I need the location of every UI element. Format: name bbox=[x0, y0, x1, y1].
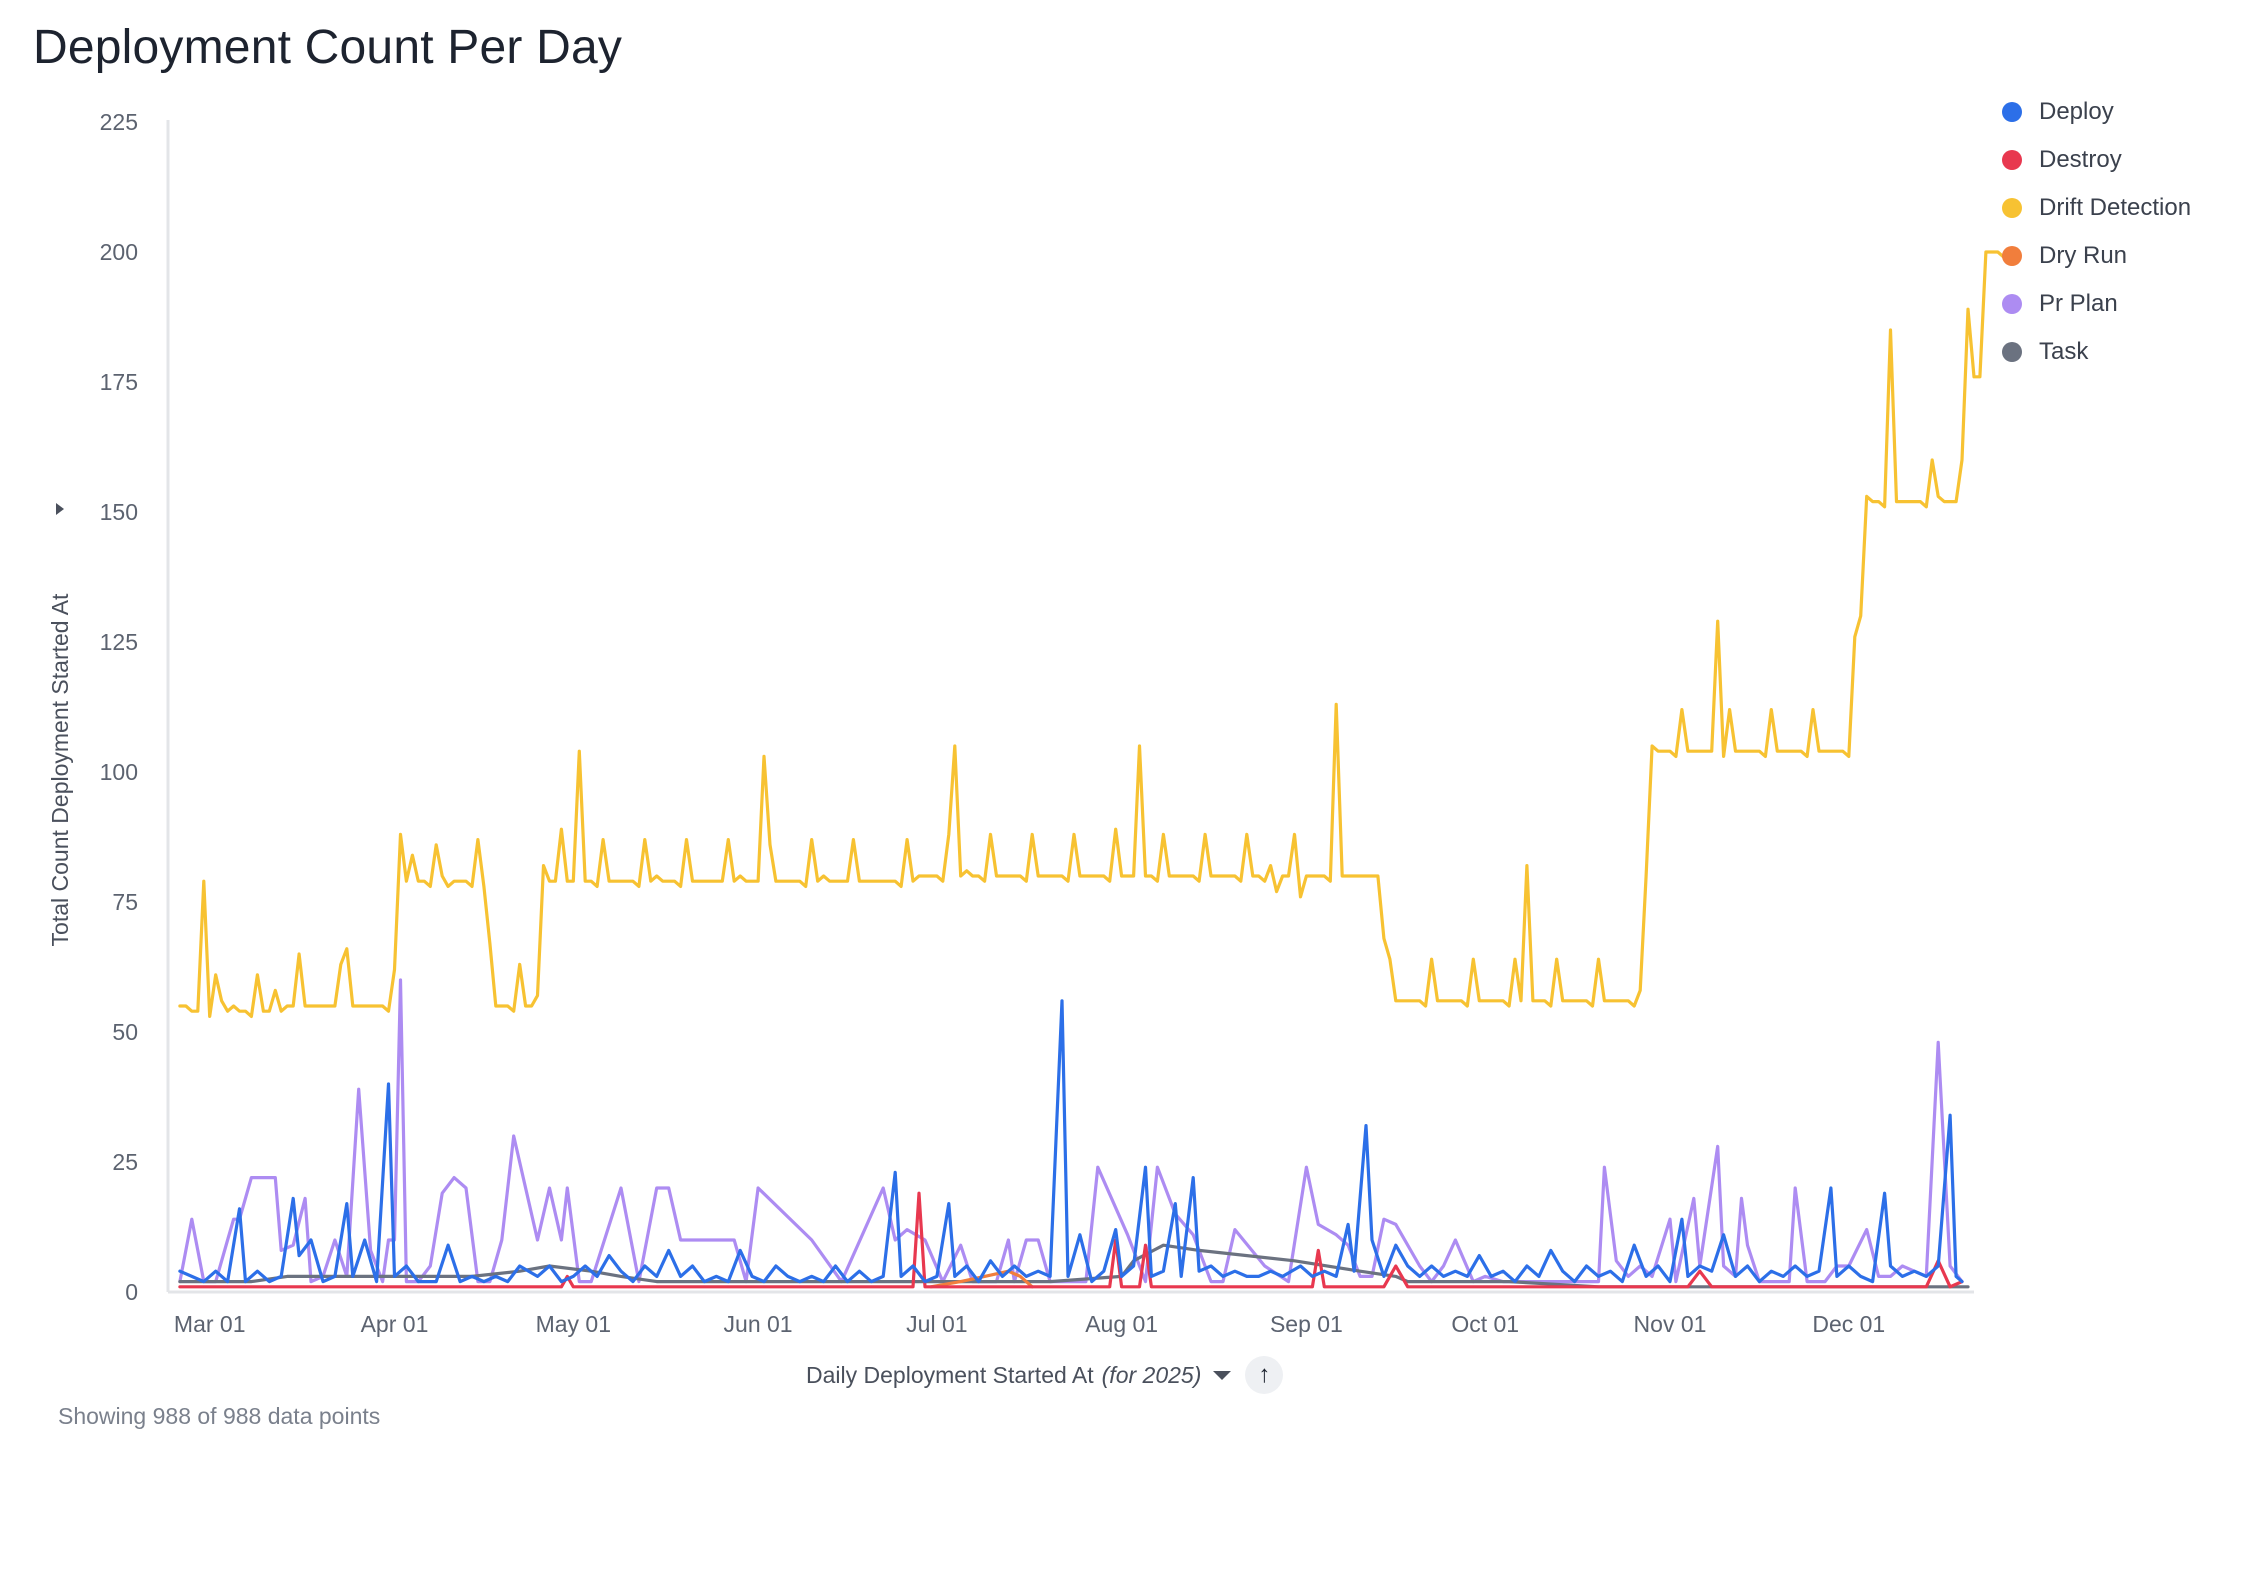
x-tick-label: Oct 01 bbox=[1451, 1311, 1519, 1337]
legend: Deploy Destroy Drift Detection Dry Run Pr Pl… bbox=[2002, 94, 2191, 369]
y-tick-label: 200 bbox=[100, 239, 138, 265]
series-line-destroy[interactable] bbox=[178, 1191, 1964, 1289]
y-tick-label: 125 bbox=[100, 629, 138, 655]
x-tick-label: May 01 bbox=[536, 1311, 611, 1337]
x-tick-label: Nov 01 bbox=[1634, 1311, 1707, 1337]
x-axis-title-label: Daily Deployment Started At bbox=[806, 1361, 1094, 1388]
sort-arrow-up-icon[interactable]: ↑ bbox=[1245, 1356, 1284, 1394]
legend-label: Dry Run bbox=[2039, 241, 2128, 269]
legend-label: Drift Detection bbox=[2039, 193, 2192, 221]
x-axis-title: Daily Deployment Started At (for 2025) ↑ bbox=[806, 1355, 1284, 1395]
x-tick-label: Aug 01 bbox=[1085, 1311, 1158, 1337]
y-tick-label: 0 bbox=[125, 1279, 138, 1305]
x-tick-label: Jul 01 bbox=[906, 1311, 967, 1337]
legend-item-deploy[interactable]: Deploy bbox=[2002, 94, 2191, 129]
legend-dot-icon bbox=[2002, 293, 2022, 314]
legend-label: Task bbox=[2039, 337, 2089, 365]
x-tick-label: Jun 01 bbox=[724, 1311, 793, 1337]
series-lines bbox=[178, 250, 2006, 1289]
x-tick-label: Mar 01 bbox=[174, 1311, 246, 1337]
y-tick-label: 75 bbox=[112, 889, 138, 915]
legend-label: Deploy bbox=[2039, 97, 2114, 125]
y-tick-label: 100 bbox=[100, 759, 138, 785]
x-axis-dropdown-caret[interactable] bbox=[1213, 1370, 1232, 1380]
x-axis-ticks: Mar 01 Apr 01 May 01 Jun 01 Jul 01 Aug 01 Sep … bbox=[174, 1311, 1885, 1337]
y-tick-label: 150 bbox=[100, 499, 138, 525]
legend-item-destroy[interactable]: Destroy bbox=[2002, 142, 2191, 177]
legend-item-dry-run[interactable]: Dry Run bbox=[2002, 238, 2191, 273]
legend-dot-icon bbox=[2002, 245, 2022, 266]
x-tick-label: Dec 01 bbox=[1812, 1311, 1885, 1337]
x-tick-label: Sep 01 bbox=[1270, 1311, 1343, 1337]
legend-item-pr-plan[interactable]: Pr Plan bbox=[2002, 286, 2191, 321]
x-tick-label: Apr 01 bbox=[361, 1311, 429, 1337]
legend-item-drift-detection[interactable]: Drift Detection bbox=[2002, 190, 2191, 225]
y-axis-ticks: 0 25 50 75 100 125 150 175 200 225 bbox=[100, 109, 138, 1305]
y-axis-dropdown-caret[interactable] bbox=[56, 503, 64, 515]
y-tick-label: 25 bbox=[112, 1149, 138, 1175]
series-line-pr-plan[interactable] bbox=[178, 978, 1964, 1284]
y-tick-label: 175 bbox=[100, 369, 138, 395]
legend-dot-icon bbox=[2002, 197, 2022, 218]
y-tick-label: 50 bbox=[112, 1019, 138, 1045]
legend-label: Destroy bbox=[2039, 145, 2122, 173]
series-line-deploy[interactable] bbox=[178, 999, 1964, 1284]
chart-title: Deployment Count Per Day bbox=[33, 21, 623, 74]
y-axis-title: Total Count Deployment Started At bbox=[47, 593, 73, 946]
y-tick-label: 225 bbox=[100, 109, 138, 135]
series-line-dry-run[interactable] bbox=[929, 1269, 1034, 1289]
data-points-note: Showing 988 of 988 data points bbox=[58, 1403, 381, 1429]
legend-item-task[interactable]: Task bbox=[2002, 334, 2191, 369]
legend-dot-icon bbox=[2002, 149, 2022, 170]
legend-dot-icon bbox=[2002, 101, 2022, 122]
legend-dot-icon bbox=[2002, 341, 2022, 362]
series-line-drift-detection[interactable] bbox=[178, 250, 2006, 1019]
legend-label: Pr Plan bbox=[2039, 289, 2118, 317]
x-axis-title-qualifier: (for 2025) bbox=[1101, 1361, 1202, 1388]
